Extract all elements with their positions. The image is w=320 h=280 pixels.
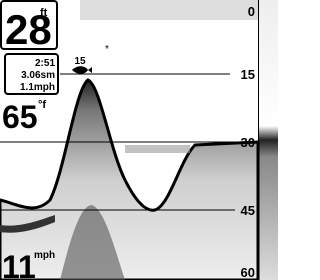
distance: 3.06sm: [21, 70, 55, 81]
temperature-unit: °f: [38, 99, 46, 111]
scale-label: 15: [241, 67, 255, 82]
surface-clutter: [80, 0, 258, 20]
scale-label: 45: [241, 203, 255, 218]
structure: [125, 145, 190, 153]
boat-speed-value: 11: [2, 249, 36, 280]
sonar-screen: 0 15 30 45 60 28 ft 2:51 3.06sm 1.1mph 1…: [0, 0, 278, 280]
depth-unit: ft: [40, 7, 48, 19]
speed: 1.1mph: [20, 82, 55, 93]
scale-label: 60: [241, 265, 255, 280]
temperature-value: 65: [2, 99, 38, 135]
scale-label: 30: [241, 135, 255, 150]
scale-label: 0: [248, 4, 255, 19]
boat-speed-unit: mph: [34, 250, 55, 261]
flasher-strip: [259, 0, 278, 280]
time: 2:51: [35, 58, 55, 69]
fish-depth: 15: [74, 56, 86, 67]
fish-arch: *: [105, 44, 109, 55]
